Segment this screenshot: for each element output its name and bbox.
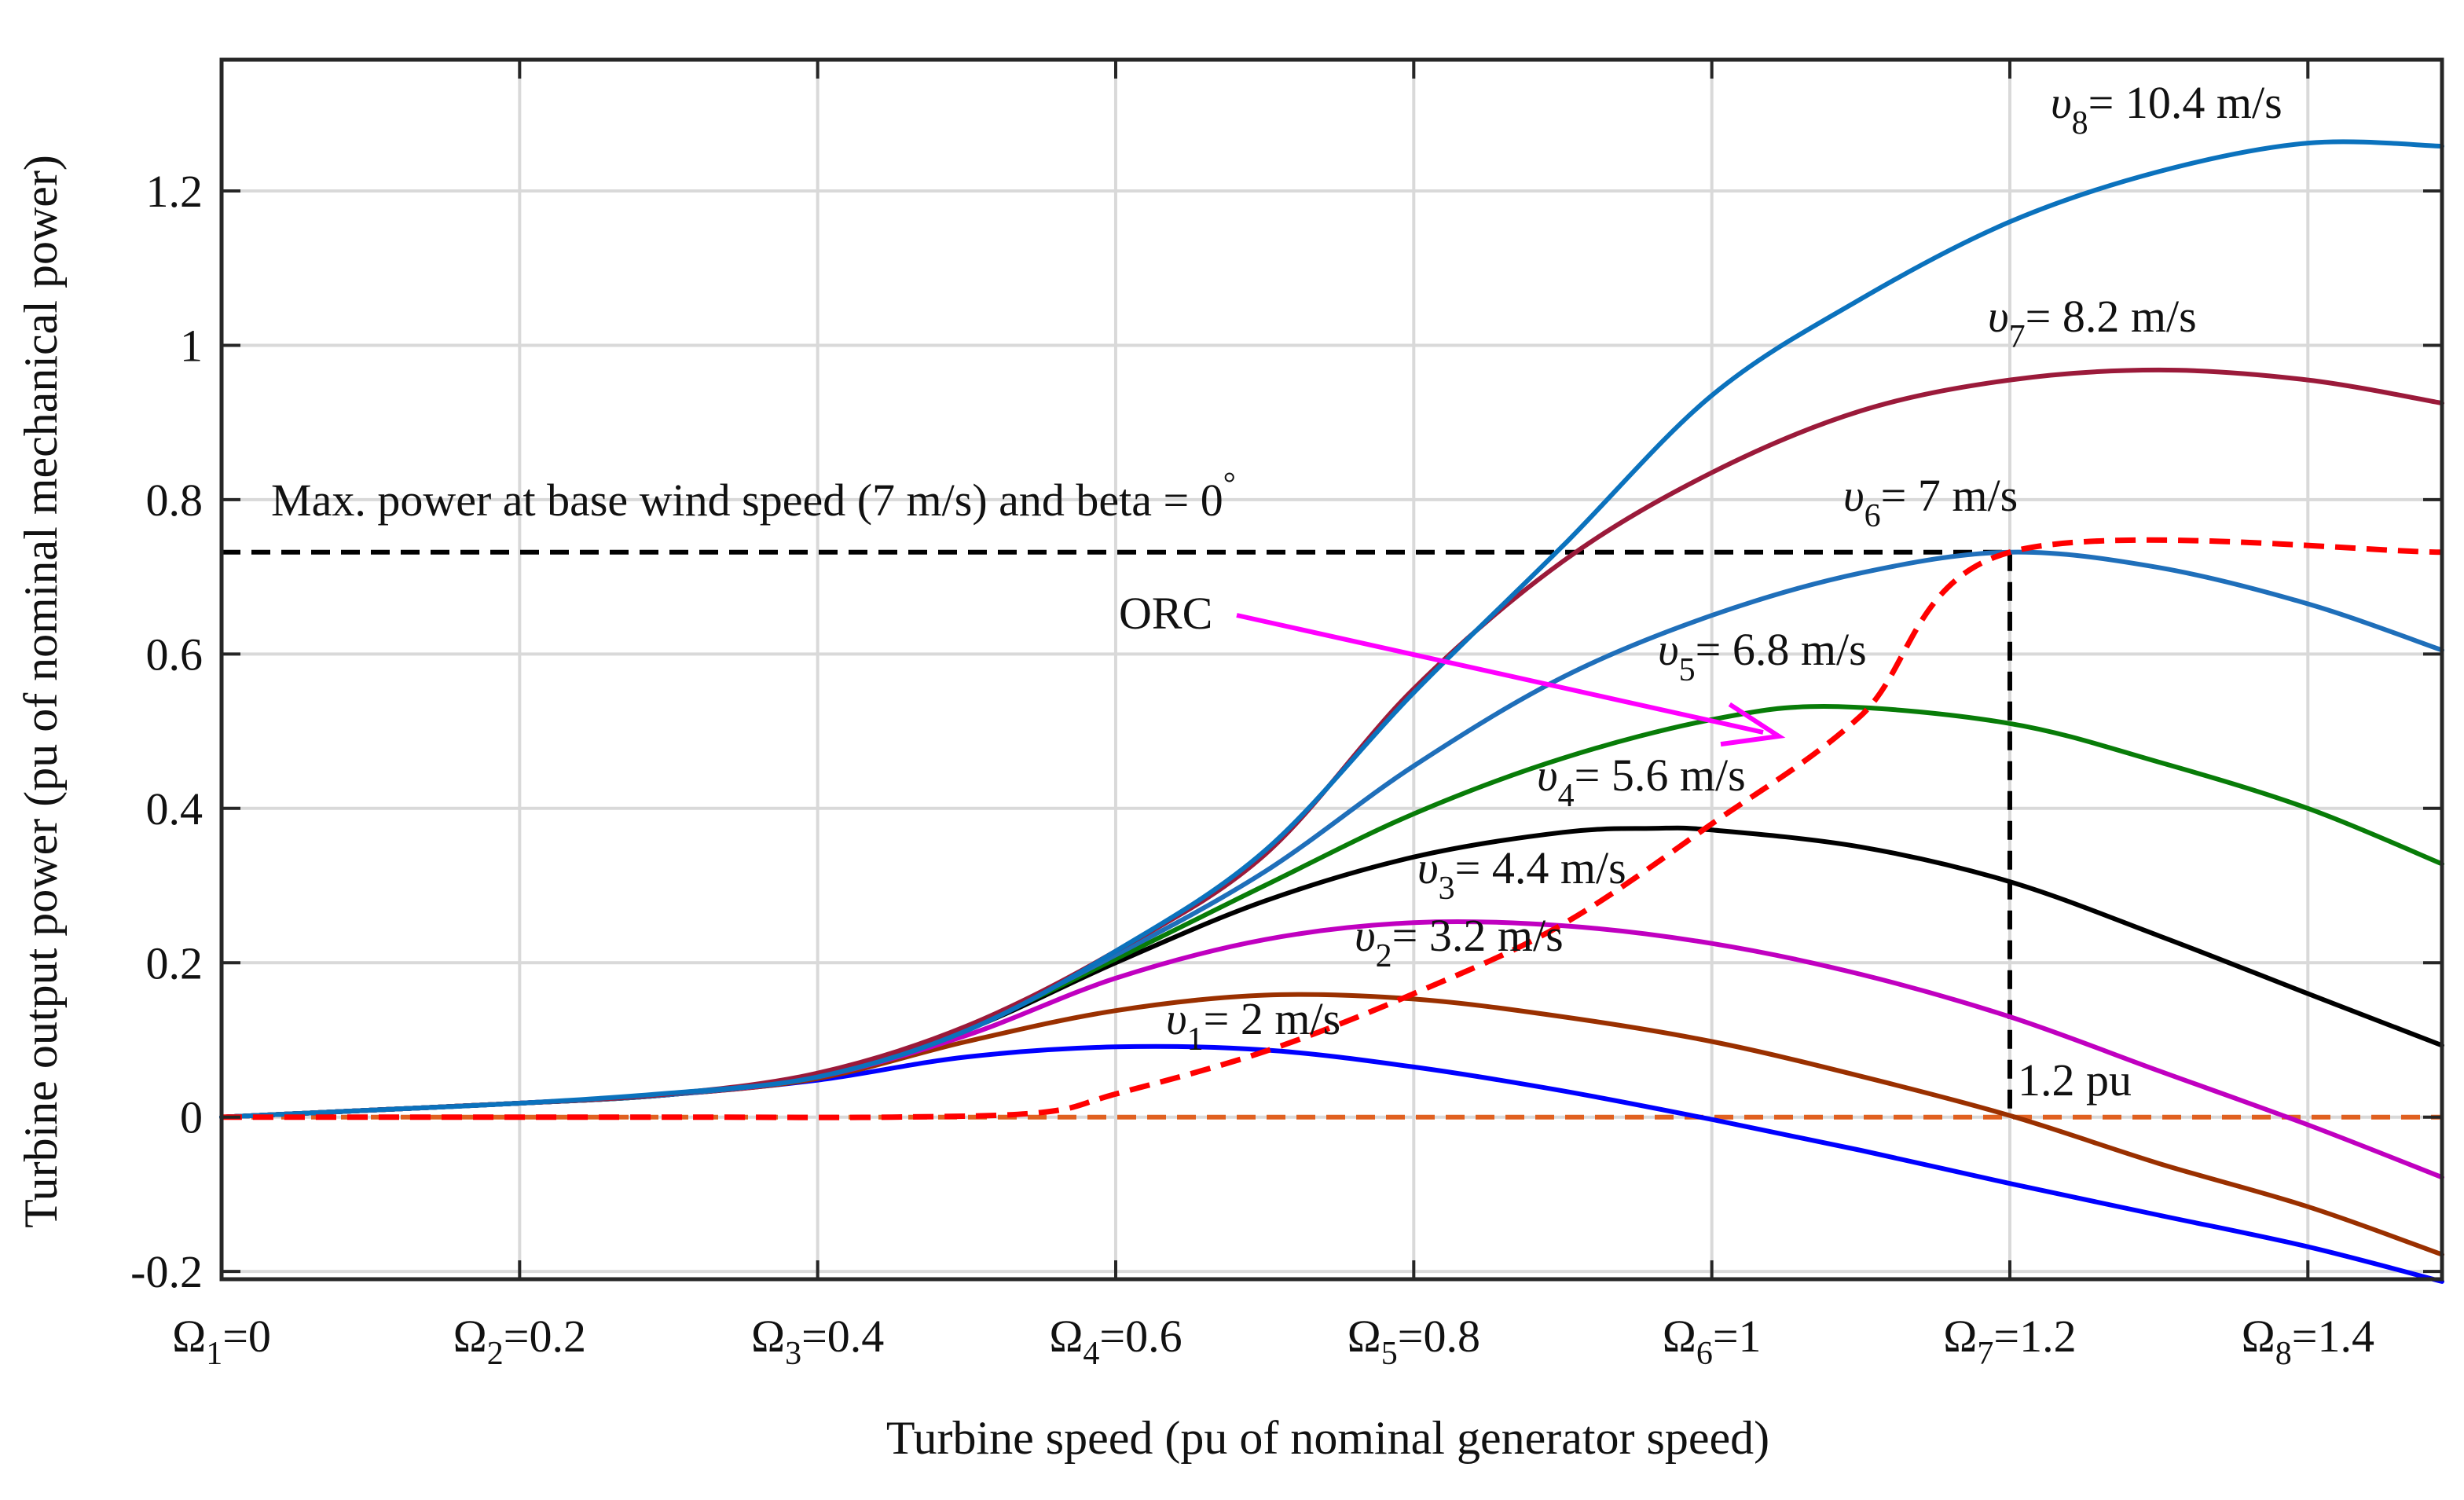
- y-tick-label: -0.2: [130, 1246, 203, 1297]
- series-curve-8: [219, 139, 2444, 1120]
- speed-marker-label: 1.2 pu: [2018, 1054, 2132, 1106]
- series-label-5: υ5= 6.8 m/s: [1658, 624, 1867, 688]
- y-axis-title: Turbine output power (pu of nominal mech…: [15, 155, 67, 1228]
- orc-arrow-shaft: [1236, 613, 1764, 735]
- series-label-8: υ8= 10.4 m/s: [2051, 77, 2282, 141]
- series-label-3: υ3= 4.4 m/s: [1417, 842, 1626, 907]
- grid: [220, 60, 2442, 1279]
- orc-label: ORC: [1119, 588, 1212, 639]
- y-tick-label: 0: [180, 1092, 203, 1143]
- plot-frame: [219, 57, 2444, 1282]
- x-tick-label: Ω4=0.6: [1049, 1311, 1182, 1372]
- series-curve-3: [219, 919, 2444, 1180]
- series-label-6: υ6= 7 m/s: [1843, 470, 2018, 534]
- y-tick-label: 0.8: [146, 475, 204, 526]
- series-label-2: υ2= 3.2 m/s: [1355, 910, 1564, 974]
- series-label-7: υ7= 8.2 m/s: [1988, 291, 2197, 355]
- y-tick-label: 0.2: [146, 937, 204, 988]
- y-tick-label: 0.6: [146, 629, 204, 680]
- y-tick-label: 1: [180, 320, 203, 371]
- x-tick-label: Ω3=0.4: [751, 1311, 884, 1372]
- reference-lines: [222, 549, 2442, 1120]
- x-tick-label: Ω5=0.8: [1348, 1311, 1480, 1372]
- ticks: [220, 60, 2442, 1279]
- orc-curve: [222, 537, 2443, 1120]
- orc-group: [222, 537, 2443, 1120]
- series-group: [219, 139, 2444, 1284]
- max-power-annotation: Max. power at base wind speed (7 m/s) an…: [271, 465, 1236, 526]
- x-tick-label: Ω2=0.2: [453, 1311, 586, 1372]
- series-label-4: υ4= 5.6 m/s: [1537, 750, 1746, 814]
- orc-arrow-head: [1720, 702, 1786, 747]
- labels: Ω1=0 Ω2=0.2 Ω3=0.4 Ω4=0.6 Ω5=0.8 Ω6=1 Ω7=1.2 Ω8…: [130, 77, 2374, 1372]
- x-tick-label: Ω1=0: [172, 1311, 271, 1372]
- y-tick-label: 0.4: [146, 783, 204, 834]
- x-tick-label: Ω7=1.2: [1943, 1311, 2076, 1372]
- x-axis-title: Turbine speed (pu of nominal generator s…: [886, 1412, 1769, 1464]
- x-tick-label: Ω8=1.4: [2242, 1311, 2374, 1372]
- x-tick-label: Ω6=1: [1663, 1311, 1762, 1372]
- y-tick-label: 1.2: [146, 166, 204, 217]
- series-label-1: υ1= 2 m/s: [1166, 993, 1340, 1058]
